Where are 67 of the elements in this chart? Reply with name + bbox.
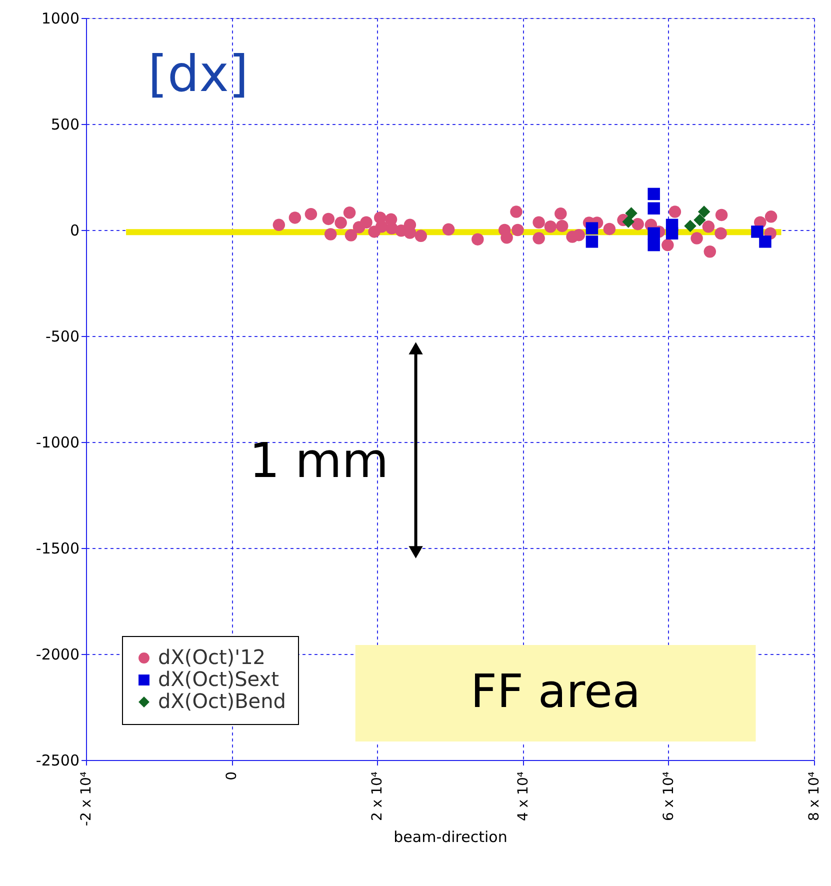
point <box>702 220 715 233</box>
y-tick-label: -1500 <box>36 540 80 558</box>
point <box>764 210 778 223</box>
legend-label: dX(Oct)Bend <box>158 689 286 713</box>
band-label: FF area <box>470 664 641 718</box>
point <box>472 233 484 246</box>
y-tick-label: -1000 <box>36 434 80 452</box>
point <box>648 188 660 200</box>
x-tick-label: 2 x 10⁴ <box>370 771 386 822</box>
text: [dx] <box>148 45 248 103</box>
point <box>586 222 598 234</box>
legend-label: dX(Oct)'12 <box>158 645 266 669</box>
point <box>442 223 455 236</box>
point <box>625 207 638 220</box>
point <box>360 216 372 228</box>
x-tick-label: 6 x 10⁴ <box>660 771 677 822</box>
point <box>556 220 568 232</box>
point <box>512 224 524 236</box>
point <box>603 222 616 236</box>
point <box>648 227 660 240</box>
point <box>334 216 347 229</box>
point <box>344 229 358 242</box>
point <box>668 206 682 218</box>
y-tick-label: -500 <box>45 328 80 346</box>
point <box>690 232 703 244</box>
point <box>554 208 567 220</box>
y-tick-label: -2000 <box>36 646 80 664</box>
legend-label: dX(Oct)Sext <box>158 667 280 691</box>
point <box>698 206 710 218</box>
point <box>759 236 772 248</box>
point <box>343 206 356 219</box>
point <box>500 232 513 244</box>
point <box>322 212 335 226</box>
point <box>532 216 545 228</box>
point <box>510 206 522 218</box>
point <box>414 230 428 242</box>
x-axis-title: beam-direction <box>394 828 508 846</box>
x-tick-label: 4 x 10⁴ <box>515 771 532 822</box>
point <box>694 214 706 226</box>
point <box>532 232 545 244</box>
point <box>586 236 598 248</box>
point <box>751 226 764 238</box>
point <box>272 218 286 232</box>
point <box>648 238 660 252</box>
annotation: 1 mm <box>249 433 389 490</box>
x-tick-label: -2 x 10⁴ <box>78 771 94 826</box>
point <box>622 216 634 228</box>
y-tick-label: 1000 <box>41 10 80 28</box>
point <box>288 212 302 224</box>
point <box>704 246 716 258</box>
point <box>632 218 644 230</box>
point <box>715 208 728 222</box>
point <box>572 228 585 242</box>
y-tick-label: 0 <box>70 222 80 240</box>
point <box>375 220 388 233</box>
point <box>666 227 678 240</box>
point <box>684 220 696 232</box>
x-tick-label: 8 x 10⁴ <box>806 771 822 822</box>
point <box>304 208 318 220</box>
y-tick-label: 500 <box>50 116 80 134</box>
point <box>662 238 674 252</box>
point <box>714 227 727 240</box>
point <box>324 228 337 240</box>
y-tick-label: -2500 <box>36 752 80 770</box>
x-tick-label: 0 <box>224 772 240 780</box>
point <box>648 202 660 214</box>
point <box>544 220 557 233</box>
